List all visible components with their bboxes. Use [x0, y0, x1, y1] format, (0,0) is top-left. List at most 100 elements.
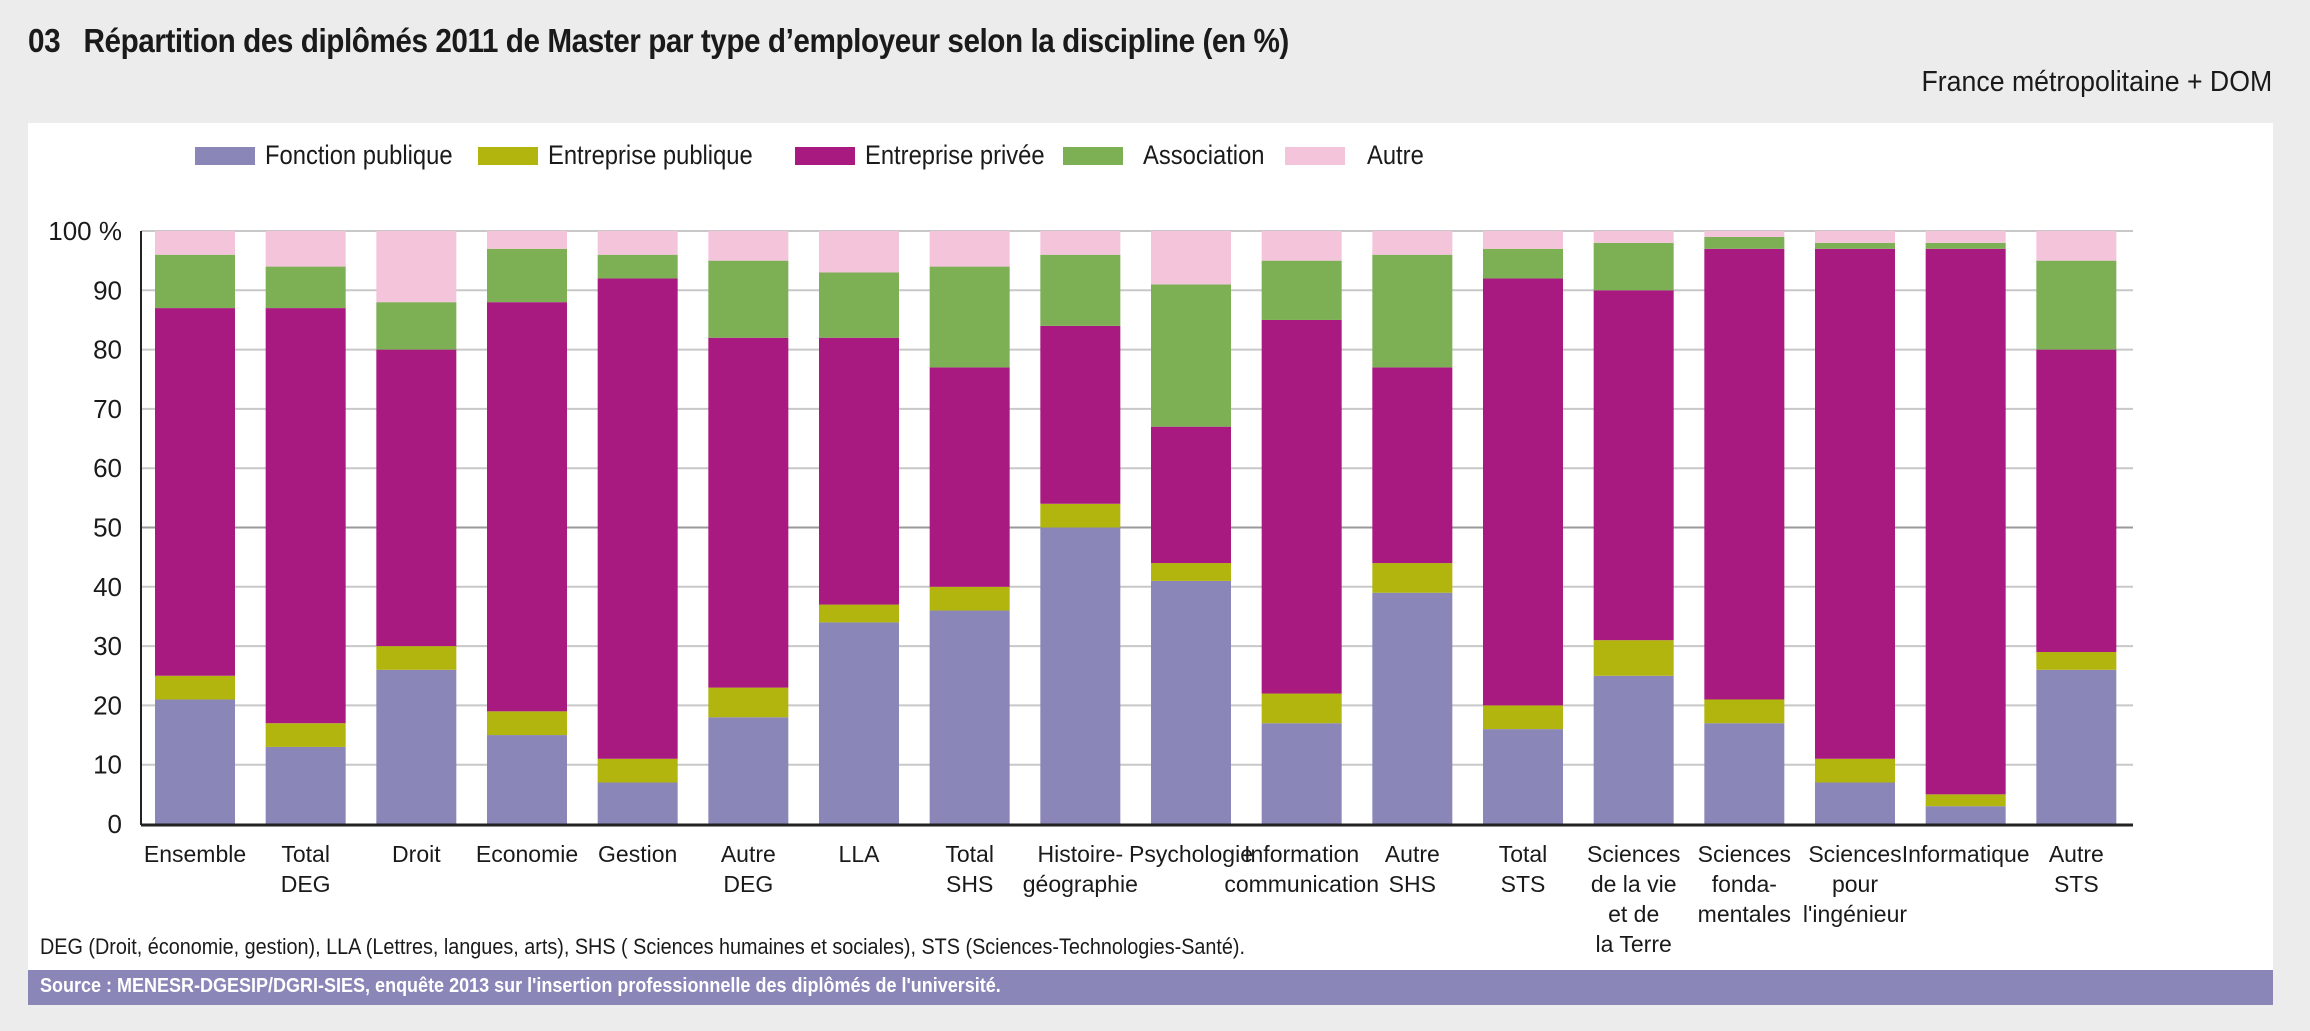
x-category-label-line: Informatique: [1902, 841, 2030, 867]
x-category-label: Ensemble: [144, 841, 246, 867]
y-tick-label: 10: [93, 750, 122, 780]
legend-item: Fonction publique: [195, 140, 478, 171]
bar-segment-entreprise-priv-e: [819, 337, 899, 605]
bar-segment-fonction-publique: [376, 669, 457, 824]
bar-stack: [1704, 231, 1785, 824]
bar-segment-association: [1040, 254, 1121, 326]
y-tick-label: 30: [93, 631, 122, 661]
x-category-label-line: Total: [1499, 841, 1548, 867]
bar-segment-autre: [487, 231, 567, 249]
y-tick-label: 50: [93, 513, 122, 543]
bar-stack: [708, 231, 789, 824]
bar-segment-association: [376, 302, 457, 350]
bar-segment-entreprise-publique: [1483, 705, 1563, 730]
bar-segment-entreprise-publique: [819, 604, 899, 623]
x-category-label: Total SHS: [945, 841, 994, 897]
x-category-label-line: Total: [945, 841, 994, 867]
scope-label: France métropolitaine + DOM: [1921, 66, 2272, 98]
x-category-label: Informatique: [1902, 841, 2030, 867]
x-category-label-line: SHS: [946, 871, 993, 897]
bar-segment-autre: [1593, 231, 1674, 243]
legend-item: Autre: [1285, 140, 1432, 171]
x-category-label-line: Gestion: [598, 841, 677, 867]
legend-label: Association: [1143, 140, 1265, 170]
bar-stack: [1372, 231, 1453, 824]
bar-segment-association: [1925, 242, 2006, 249]
bar-segment-fonction-publique: [1593, 675, 1674, 824]
x-category-label-line: l'ingénieur: [1803, 901, 1907, 927]
x-category-label-line: Economie: [476, 841, 578, 867]
bar-segment-entreprise-publique: [2036, 652, 2117, 670]
legend-label: Fonction publique: [265, 140, 453, 170]
legend-label: Entreprise privée: [865, 140, 1045, 170]
bar-segment-association: [265, 266, 346, 309]
bar-segment-entreprise-publique: [597, 758, 678, 783]
legend-item: Entreprise privée: [795, 140, 1069, 171]
x-category-label-line: Total: [281, 841, 330, 867]
bar-stack: [597, 231, 678, 824]
x-category-label-line: Autre: [1385, 841, 1440, 867]
x-category-label-line: mentales: [1698, 901, 1791, 927]
bar-segment-entreprise-priv-e: [376, 349, 457, 647]
x-category-label-line: Droit: [392, 841, 441, 867]
bar-stack: [819, 231, 899, 824]
bar-segment-autre: [2036, 231, 2117, 261]
bar-stack: [155, 231, 235, 824]
bar-segment-entreprise-priv-e: [155, 308, 235, 676]
x-category-label-line: Sciences: [1808, 841, 1901, 867]
bar-segment-autre: [265, 231, 346, 267]
bar-segment-entreprise-priv-e: [487, 302, 567, 712]
bar-segment-autre: [1704, 231, 1785, 237]
bar-segment-entreprise-publique: [1040, 503, 1121, 528]
bar-segment-association: [155, 254, 235, 309]
bar-segment-association: [2036, 260, 2117, 350]
x-category-label-line: géographie: [1023, 871, 1138, 897]
y-tick-label: 90: [93, 275, 122, 305]
x-category-label: Sciences de la vie et de la Terre: [1587, 841, 1680, 957]
bar-segment-fonction-publique: [1925, 806, 2006, 824]
bar-stack: [1151, 231, 1231, 824]
y-tick-label: 60: [93, 453, 122, 483]
bar-stack: [2036, 231, 2117, 824]
bar-segment-fonction-publique: [1483, 729, 1563, 824]
legend-swatch: [478, 146, 538, 165]
x-category-label-line: Sciences: [1698, 841, 1791, 867]
bar-segment-fonction-publique: [1151, 580, 1231, 824]
bar-segment-entreprise-publique: [1704, 699, 1785, 724]
bar-segment-entreprise-priv-e: [708, 337, 789, 688]
bar-segment-autre: [1815, 231, 1895, 243]
bar-segment-entreprise-priv-e: [1040, 325, 1121, 504]
y-tick-label: 40: [93, 572, 122, 602]
x-category-label-line: STS: [2054, 871, 2099, 897]
x-category-label: Autre DEG: [721, 841, 776, 897]
figure-number: 03: [28, 22, 61, 59]
x-category-label-line: STS: [1501, 871, 1546, 897]
bar-segment-autre: [376, 231, 457, 303]
bar-stack: [376, 231, 457, 824]
bar-stack: [1261, 231, 1342, 824]
bar-segment-entreprise-publique: [1593, 640, 1674, 676]
bar-segment-fonction-publique: [929, 610, 1010, 824]
bar-segment-entreprise-publique: [929, 586, 1010, 611]
x-category-label-line: SHS: [1389, 871, 1436, 897]
bar-segment-autre: [929, 231, 1010, 267]
bar-segment-association: [1372, 254, 1453, 368]
bar-segment-association: [1261, 260, 1342, 320]
x-category-label-line: DEG: [281, 871, 331, 897]
bar-segment-association: [1704, 236, 1785, 249]
x-category-label-line: communication: [1224, 871, 1379, 897]
x-category-label-line: Sciences: [1587, 841, 1680, 867]
legend-label: Autre: [1367, 140, 1424, 170]
bar-segment-autre: [819, 231, 899, 273]
x-category-label-line: Autre: [2049, 841, 2104, 867]
bar-segment-fonction-publique: [155, 699, 235, 824]
x-category-label-line: de la vie: [1591, 871, 1677, 897]
bar-stack: [1593, 231, 1674, 824]
bar-segment-fonction-publique: [1815, 782, 1895, 824]
bar-segment-entreprise-publique: [1372, 563, 1453, 593]
bar-segment-entreprise-priv-e: [1704, 248, 1785, 700]
bar-segment-fonction-publique: [1261, 723, 1342, 824]
bar-segment-association: [1593, 242, 1674, 291]
bar-segment-entreprise-priv-e: [1261, 319, 1342, 694]
